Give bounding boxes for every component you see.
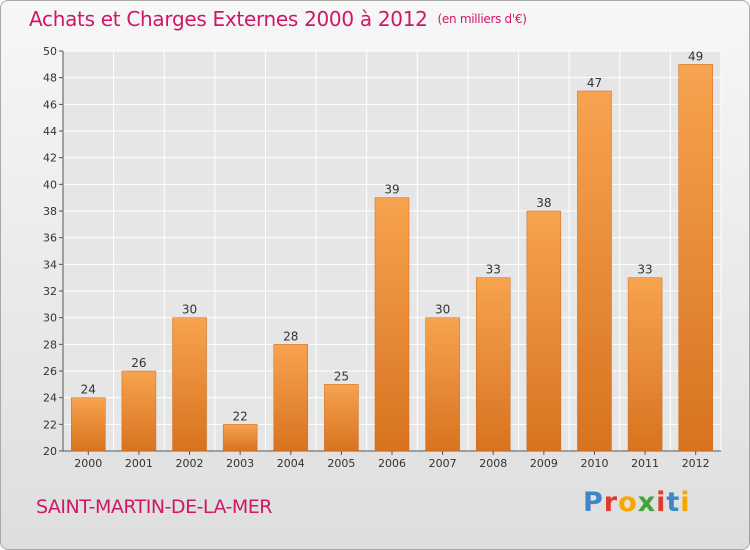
bar xyxy=(71,397,106,452)
data-labels: 24 26 30 22 28 25 39 30 33 38 47 33 49 xyxy=(81,49,704,423)
y-tick-label: 28 xyxy=(43,338,57,351)
bar xyxy=(678,64,713,452)
proxiti-logo[interactable]: Proxiti xyxy=(583,487,691,518)
y-tick-label: 48 xyxy=(43,72,57,85)
y-tick-label: 50 xyxy=(43,45,57,58)
bar xyxy=(475,277,511,452)
data-label: 26 xyxy=(131,356,146,370)
data-label: 33 xyxy=(486,263,501,277)
y-tick-label: 30 xyxy=(43,312,57,325)
bar xyxy=(273,344,309,452)
commune-name: SAINT-MARTIN-DE-LA-MER xyxy=(36,496,272,518)
data-label: 22 xyxy=(233,409,248,423)
x-tick-label: 2009 xyxy=(530,457,558,470)
y-tick-label: 34 xyxy=(43,258,57,271)
bar xyxy=(425,317,460,452)
logo-letter: P xyxy=(583,487,604,518)
y-tick-label: 20 xyxy=(43,445,57,458)
data-label: 49 xyxy=(688,49,703,63)
y-tick-label: 44 xyxy=(43,125,57,138)
data-label: 38 xyxy=(536,196,551,210)
bar xyxy=(121,370,157,452)
logo-letter: o xyxy=(618,487,638,518)
x-tick-label: 2002 xyxy=(176,457,204,470)
y-tick-label: 22 xyxy=(43,418,57,431)
bar xyxy=(374,197,410,452)
x-tick-label: 2001 xyxy=(125,457,153,470)
x-tick-label: 2008 xyxy=(479,457,507,470)
x-tick-label: 2000 xyxy=(74,457,102,470)
data-label: 47 xyxy=(587,76,602,90)
title-unit: (en milliers d'€) xyxy=(437,12,527,26)
bars xyxy=(71,64,713,452)
x-tick-label: 2006 xyxy=(378,457,406,470)
data-label: 30 xyxy=(435,303,450,317)
y-tick-label: 46 xyxy=(43,98,57,111)
data-label: 24 xyxy=(81,383,96,397)
logo-letter: x xyxy=(637,487,657,518)
chart-title: Achats et Charges Externes 2000 à 2012 (e… xyxy=(29,7,527,31)
y-tick-label: 36 xyxy=(43,232,57,245)
logo-letter: t xyxy=(666,487,681,518)
x-tick-label: 2007 xyxy=(429,457,457,470)
bar xyxy=(577,90,612,452)
bar xyxy=(627,277,663,452)
x-tick-label: 2003 xyxy=(226,457,254,470)
y-tick-label: 42 xyxy=(43,152,57,165)
title-text: Achats et Charges Externes 2000 à 2012 xyxy=(29,7,428,31)
x-tick-label: 2005 xyxy=(327,457,355,470)
data-label: 25 xyxy=(334,369,349,383)
bar xyxy=(222,424,258,452)
data-label: 28 xyxy=(283,329,298,343)
x-tick-label: 2011 xyxy=(631,457,659,470)
y-tick-label: 38 xyxy=(43,205,57,218)
y-tick-label: 32 xyxy=(43,285,57,298)
data-label: 39 xyxy=(384,183,399,197)
y-tick-label: 26 xyxy=(43,365,57,378)
y-tick-label: 24 xyxy=(43,392,57,405)
tick-labels: 20 22 24 26 28 30 32 34 36 38 40 42 44 46 48 50 2000 2001… xyxy=(43,45,710,470)
x-tick-label: 2012 xyxy=(682,457,710,470)
bar xyxy=(526,210,562,452)
data-label: 33 xyxy=(637,263,652,277)
x-tick-label: 2004 xyxy=(277,457,305,470)
logo-letter: i xyxy=(680,487,691,518)
data-label: 30 xyxy=(182,303,197,317)
x-tick-label: 2010 xyxy=(580,457,608,470)
logo-letter: i xyxy=(656,487,667,518)
logo-letter: r xyxy=(603,487,619,518)
bar xyxy=(324,384,359,452)
bar xyxy=(172,317,207,452)
y-tick-label: 40 xyxy=(43,178,57,191)
